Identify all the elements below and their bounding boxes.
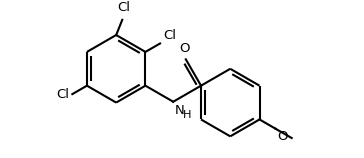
- Text: Cl: Cl: [163, 29, 176, 42]
- Text: O: O: [179, 42, 189, 55]
- Text: N: N: [175, 104, 185, 117]
- Text: O: O: [277, 131, 288, 143]
- Text: Cl: Cl: [117, 1, 130, 14]
- Text: Cl: Cl: [56, 88, 69, 101]
- Text: H: H: [183, 110, 191, 120]
